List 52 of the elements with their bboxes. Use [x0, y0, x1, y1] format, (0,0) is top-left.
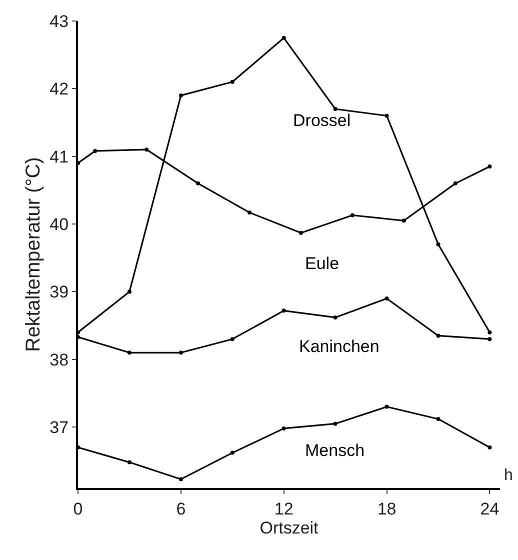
- point: [436, 242, 440, 246]
- point: [178, 350, 183, 355]
- y-tick-label: 42: [50, 80, 69, 99]
- point: [436, 334, 440, 338]
- point: [453, 181, 458, 186]
- point: [384, 404, 389, 409]
- point: [436, 416, 440, 421]
- text: h: [504, 467, 513, 484]
- point: [230, 337, 234, 342]
- y-tick-label: 39: [50, 282, 69, 302]
- x-tick-label: 12: [274, 499, 294, 518]
- point: [384, 114, 389, 118]
- y-tick-label: 41: [50, 147, 69, 166]
- x-tick-label: 0: [73, 499, 83, 518]
- point: [248, 210, 252, 215]
- series-label: Kaninchen: [299, 337, 380, 356]
- y-tick-label: 38: [50, 350, 69, 370]
- x-tick-label: 24: [480, 499, 500, 518]
- point: [488, 445, 492, 450]
- point: [488, 330, 492, 334]
- y-axis-title: Rektaltemperatur (°C): [22, 157, 45, 352]
- point: [144, 148, 149, 152]
- point: [333, 422, 338, 426]
- point: [127, 460, 132, 464]
- series-label: Drossel: [293, 111, 351, 130]
- point: [488, 337, 492, 342]
- point: [230, 80, 234, 84]
- point: [282, 308, 286, 313]
- point: [402, 218, 406, 223]
- point: [127, 350, 132, 355]
- x-tick-label: 6: [176, 499, 186, 518]
- point: [127, 290, 132, 294]
- point: [230, 450, 234, 455]
- point: [282, 426, 286, 430]
- point: [488, 164, 492, 169]
- point: [333, 315, 338, 320]
- point: [384, 296, 389, 300]
- point: [178, 477, 183, 482]
- y-tick-label: 37: [50, 418, 69, 438]
- series-label: Mensch: [305, 441, 365, 460]
- point: [178, 93, 183, 98]
- point: [350, 213, 354, 218]
- point: [299, 230, 304, 235]
- y-tick-label: 40: [50, 214, 69, 234]
- x-tick-label: 18: [377, 499, 396, 518]
- point: [333, 106, 338, 111]
- point: [196, 181, 200, 186]
- point: [282, 36, 286, 40]
- y-tick-label: 43: [50, 12, 69, 31]
- point: [93, 148, 98, 153]
- x-axis-title: Ortszeit: [260, 518, 319, 538]
- series-label: Eule: [305, 254, 340, 273]
